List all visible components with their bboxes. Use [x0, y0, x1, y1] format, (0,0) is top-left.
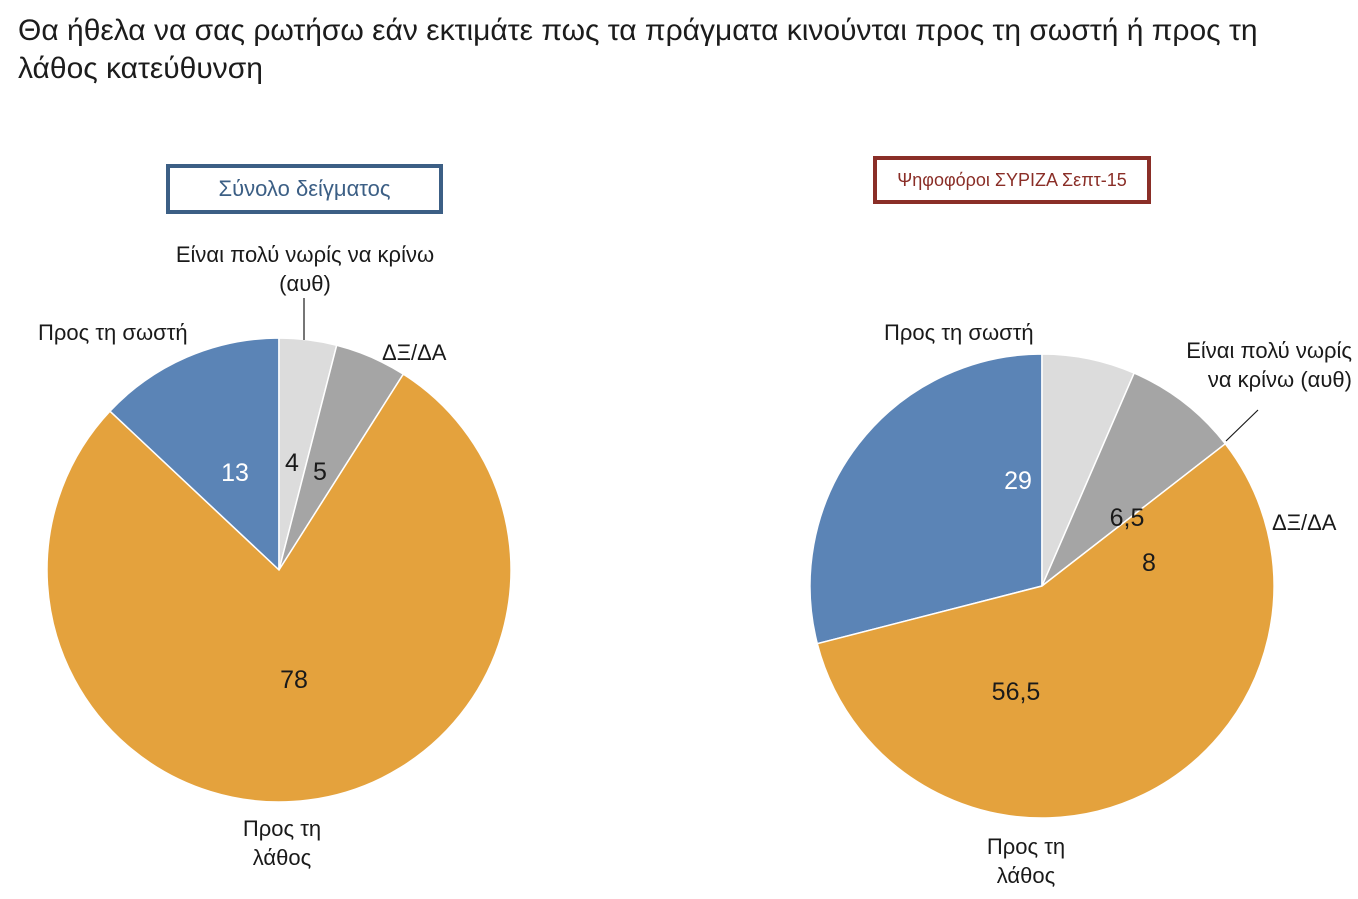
category-label-dkna-right: ΔΞ/ΔΑ	[1272, 508, 1336, 537]
category-label-wrong-left-line2: λάθος	[252, 845, 312, 870]
syriza-voters-slice-dkna	[1041, 372, 1227, 587]
category-label-early-left-line1: Είναι πολύ νωρίς να κρίνω	[175, 242, 435, 267]
category-label-early-right-line1: Είναι πολύ νωρίς	[1186, 338, 1352, 363]
total-sample-slice-right-direction	[108, 337, 280, 572]
category-label-early-left: Είναι πολύ νωρίς να κρίνω (αυθ)	[168, 240, 442, 298]
category-label-dkna-left: ΔΞ/ΔΑ	[382, 338, 446, 367]
total-sample-slice-wrong-direction	[46, 373, 512, 803]
category-label-early-right-line2: να κρίνω (αυθ)	[1207, 367, 1352, 392]
category-label-right-right-text: Προς τη σωστή	[884, 320, 1034, 345]
category-label-dkna-left-text: ΔΞ/ΔΑ	[382, 340, 447, 365]
pie-chart-total-sample	[46, 337, 512, 803]
category-label-wrong-right-line2: λάθος	[996, 863, 1056, 888]
value-label-dkna-left: 5	[313, 458, 327, 486]
syriza-voters-slice-wrong-direction	[816, 442, 1275, 819]
value-label-right-left: 13	[221, 459, 249, 487]
value-label-early-right: 6,5	[1109, 504, 1145, 532]
category-label-wrong-left-line1: Προς τη	[242, 816, 322, 841]
value-label-wrong-right: 56,5	[991, 678, 1041, 706]
chart-title-total-sample-text: Σύνολο δείγματος	[218, 176, 391, 201]
syriza-voters-slice-right-direction	[809, 353, 1043, 645]
category-label-early-left-line2: (αυθ)	[279, 271, 331, 296]
chart-title-total-sample: Σύνολο δείγματος	[166, 164, 443, 214]
chart-title-syriza-voters-text: Ψηφοφόροι ΣΥΡΙΖΑ Σεπτ-15	[897, 169, 1127, 190]
value-label-right-right: 29	[1004, 467, 1032, 495]
leader-line-early-right	[1225, 409, 1259, 442]
value-label-dkna-right: 8	[1142, 549, 1156, 577]
value-label-wrong-left: 78	[280, 666, 308, 694]
category-label-early-right: Είναι πολύ νωρίς να κρίνω (αυθ)	[1168, 336, 1352, 394]
category-label-wrong-right: Προς τη λάθος	[976, 832, 1076, 890]
category-label-dkna-right-text: ΔΞ/ΔΑ	[1272, 510, 1337, 535]
value-label-early-left: 4	[285, 449, 299, 477]
category-label-wrong-right-line1: Προς τη	[986, 834, 1066, 859]
category-label-right-right: Προς τη σωστή	[884, 318, 1034, 347]
category-label-right-left-text: Προς τη σωστή	[38, 320, 188, 345]
chart-title-syriza-voters: Ψηφοφόροι ΣΥΡΙΖΑ Σεπτ-15	[873, 156, 1151, 204]
category-label-right-left: Προς τη σωστή	[38, 318, 188, 347]
page-title: Θα ήθελα να σας ρωτήσω εάν εκτιμάτε πως …	[18, 14, 1258, 85]
pie-chart-syriza-voters	[809, 353, 1275, 819]
category-label-wrong-left: Προς τη λάθος	[232, 814, 332, 872]
